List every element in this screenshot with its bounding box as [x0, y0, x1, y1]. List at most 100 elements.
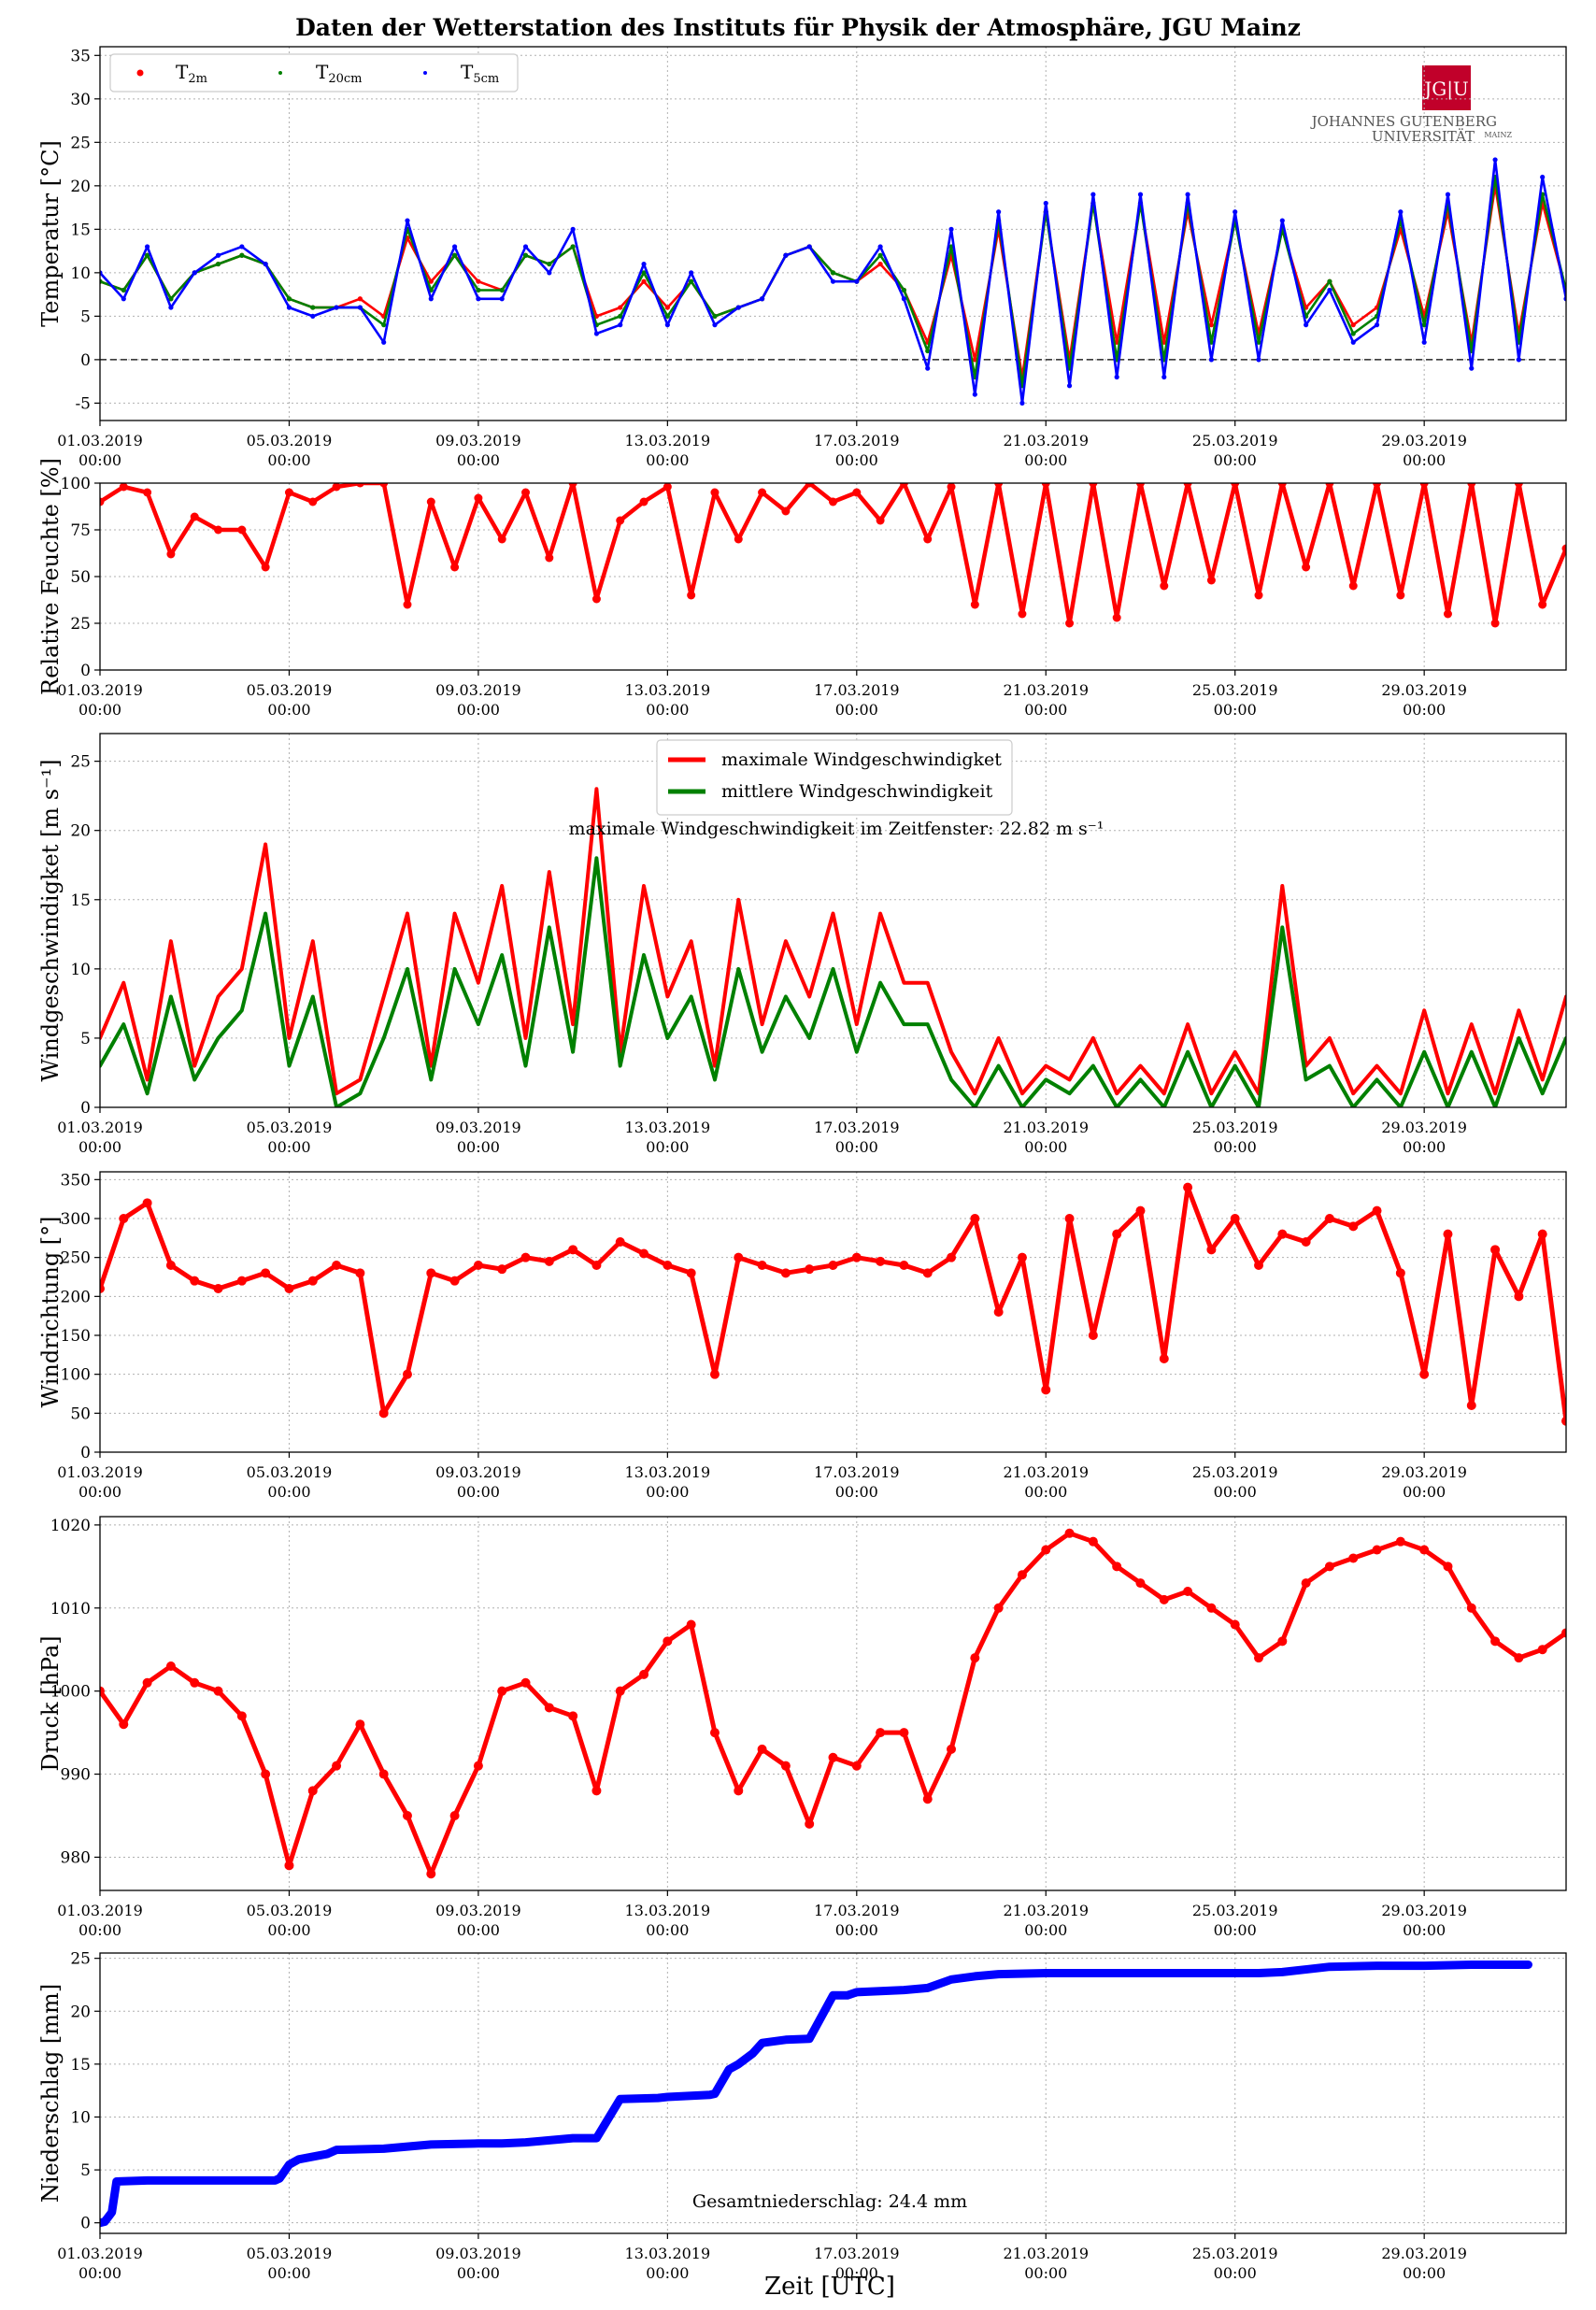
data-point-temperature-1	[522, 252, 529, 258]
data-point-humidity-0	[616, 516, 625, 525]
x-tick-time-pressure: 00:00	[835, 1921, 878, 1939]
data-point-temperature-2	[168, 305, 174, 310]
data-point-pressure-0	[805, 1818, 815, 1829]
data-point-pressure-0	[828, 1752, 838, 1762]
data-point-wind_direction-0	[1183, 1182, 1193, 1192]
data-point-wind_direction-0	[663, 1261, 673, 1270]
x-tick-label-temperature: 17.03.2019	[814, 432, 900, 449]
data-point-pressure-0	[1183, 1587, 1193, 1596]
y-tick-label-wind_direction: 300	[61, 1210, 91, 1229]
data-point-temperature-1	[712, 313, 718, 319]
legend-box	[656, 739, 1013, 816]
x-tick-time-temperature: 00:00	[835, 451, 878, 469]
data-point-wind_direction-0	[1088, 1331, 1098, 1340]
x-tick-label-precipitation: 25.03.2019	[1192, 2245, 1278, 2262]
data-point-temperature-2	[145, 244, 150, 250]
data-point-temperature-2	[901, 296, 907, 302]
data-point-humidity-0	[568, 483, 577, 488]
data-point-humidity-0	[1160, 581, 1169, 591]
jgu-logo: JG|U JOHANNES GUTENBERG UNIVERSITÄT MAIN…	[1310, 65, 1512, 145]
data-point-wind_direction-0	[473, 1261, 483, 1270]
y-tick-label-humidity: 25	[70, 615, 91, 634]
data-point-wind_direction-0	[615, 1237, 625, 1247]
data-point-pressure-0	[639, 1669, 649, 1679]
data-point-temperature-1	[547, 261, 552, 267]
data-point-wind_direction-0	[1419, 1369, 1430, 1379]
data-point-temperature-2	[570, 226, 576, 232]
series-group-pressure	[100, 1528, 1566, 1879]
data-point-pressure-0	[947, 1744, 957, 1754]
data-point-temperature-0	[641, 278, 647, 284]
data-point-humidity-0	[403, 600, 412, 609]
data-point-humidity-0	[143, 488, 152, 497]
y-tick-label-pressure: 980	[61, 1848, 91, 1867]
x-tick-label-wind_speed: 13.03.2019	[625, 1119, 711, 1136]
x-tick-time-wind_speed: 00:00	[267, 1138, 310, 1156]
data-point-temperature-1	[1350, 331, 1356, 336]
x-tick-label-wind_direction: 09.03.2019	[435, 1463, 521, 1481]
y-tick-label-wind_speed: 20	[70, 822, 91, 841]
data-point-pressure-0	[1395, 1536, 1405, 1547]
y-axis-label-wind_direction: Windrichtung [°]	[37, 1216, 64, 1407]
data-point-temperature-2	[996, 209, 1002, 215]
data-point-wind_direction-0	[1372, 1205, 1382, 1216]
y-tick-label-humidity: 0	[80, 662, 91, 680]
x-tick-time-precipitation: 00:00	[457, 2264, 500, 2282]
data-point-temperature-2	[451, 244, 458, 250]
data-point-temperature-1	[168, 296, 174, 302]
data-point-temperature-1	[664, 313, 670, 319]
y-axis-label-wind_speed: Windgeschwindigket [m s⁻¹]	[37, 759, 64, 1081]
data-point-pressure-0	[1135, 1578, 1146, 1589]
data-point-pressure-0	[1419, 1545, 1430, 1555]
data-point-wind_direction-0	[851, 1252, 862, 1262]
data-point-temperature-1	[1256, 339, 1261, 345]
data-point-humidity-0	[1561, 544, 1566, 553]
x-tick-time-humidity: 00:00	[646, 701, 689, 719]
x-tick-time-temperature: 00:00	[267, 451, 310, 469]
data-point-humidity-0	[545, 553, 554, 563]
legend-box	[109, 53, 519, 93]
panel-precipitation: 0 5 10 15 20 25 01.03.2019 00:00 05.03.2019 00:00…	[37, 1950, 1567, 2282]
panel-wind_speed: 0 5 10 15 20 25 01.03.2019 00:00 05.03.2019 00:00…	[37, 733, 1567, 1156]
data-point-temperature-2	[593, 331, 600, 336]
data-point-humidity-0	[1135, 483, 1145, 488]
x-tick-time-humidity: 00:00	[267, 701, 310, 719]
x-tick-time-pressure: 00:00	[646, 1921, 689, 1939]
plot-frame-wind_direction	[99, 1171, 1567, 1453]
data-point-pressure-0	[1301, 1578, 1311, 1589]
x-tick-label-precipitation: 13.03.2019	[625, 2245, 711, 2262]
data-point-wind_direction-0	[236, 1276, 247, 1286]
y-tick-label-precipitation: 25	[70, 1950, 91, 1969]
data-point-pressure-0	[473, 1761, 483, 1771]
data-point-temperature-2	[689, 270, 694, 276]
data-point-humidity-0	[1231, 483, 1240, 488]
x-tick-label-precipitation: 29.03.2019	[1381, 2245, 1467, 2262]
data-point-wind_direction-0	[686, 1268, 696, 1278]
data-point-temperature-2	[405, 218, 410, 223]
panel-humidity: 0 25 50 75 100 01.03.2019 00:00 05.03.2019 00:00…	[37, 458, 1567, 719]
data-point-humidity-0	[1348, 581, 1358, 591]
data-point-humidity-0	[166, 549, 176, 559]
data-point-wind_direction-0	[876, 1256, 886, 1266]
x-tick-time-wind_speed: 00:00	[1214, 1138, 1257, 1156]
data-point-humidity-0	[308, 497, 318, 506]
x-tick-label-pressure: 13.03.2019	[625, 1902, 711, 1919]
data-point-temperature-2	[830, 278, 836, 284]
data-point-temperature-1	[618, 313, 623, 319]
data-point-humidity-0	[237, 525, 247, 535]
x-tick-label-temperature: 29.03.2019	[1381, 432, 1467, 449]
data-point-pressure-0	[1561, 1628, 1566, 1638]
x-tick-label-precipitation: 05.03.2019	[247, 2245, 333, 2262]
data-point-temperature-2	[641, 261, 647, 267]
x-tick-label-pressure: 25.03.2019	[1192, 1902, 1278, 1919]
y-tick-label-temperature: 20	[70, 178, 91, 196]
x-tick-label-pressure: 29.03.2019	[1381, 1902, 1467, 1919]
data-point-pressure-0	[1537, 1645, 1547, 1655]
data-point-humidity-0	[1302, 563, 1311, 572]
data-point-temperature-1	[451, 252, 458, 258]
data-point-pressure-0	[686, 1619, 696, 1630]
x-tick-time-wind_direction: 00:00	[267, 1483, 310, 1501]
figure-title: Daten der Wetterstation des Instituts fü…	[295, 14, 1301, 41]
x-tick-time-wind_speed: 00:00	[78, 1138, 121, 1156]
data-point-pressure-0	[449, 1811, 460, 1820]
